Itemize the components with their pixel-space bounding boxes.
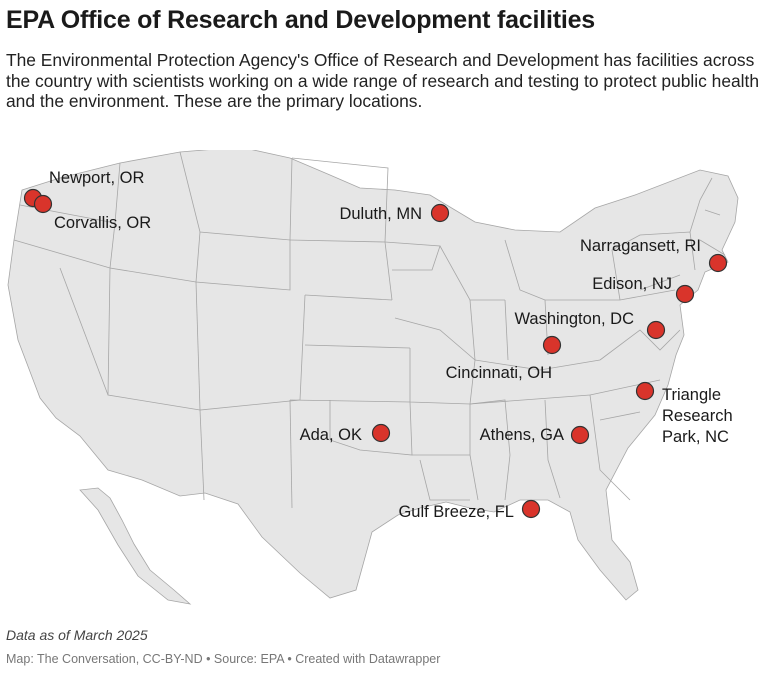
border-wyoming — [195, 231, 291, 291]
border-nevada — [59, 267, 109, 396]
source-byline: Map: The Conversation, CC-BY-ND • Source… — [6, 652, 441, 666]
us-map: Newport, OR Corvallis, OR Duluth, MN Nar… — [7, 150, 739, 605]
border-utah — [107, 267, 201, 411]
marker-athens[interactable] — [570, 425, 590, 445]
border-ok — [289, 399, 413, 456]
data-note: Data as of March 2025 — [6, 627, 148, 643]
marker-washington[interactable] — [646, 320, 666, 340]
border-wisconsin-michigan — [439, 239, 546, 301]
label-cincinnati: Cincinnati, OH — [446, 364, 552, 382]
map-land — [7, 150, 739, 605]
border-mississippi-river — [469, 399, 511, 501]
border-idaho — [109, 162, 197, 283]
label-edison: Edison, NJ — [592, 275, 672, 293]
border-new-york-pa — [611, 231, 696, 301]
marker-gulfbreeze[interactable] — [521, 499, 541, 519]
alaska — [79, 487, 192, 605]
border-nm-tx — [289, 399, 293, 509]
label-triangle-line3: Park, NC — [662, 428, 729, 446]
border-az-nm — [199, 409, 205, 501]
marker-edison[interactable] — [675, 284, 695, 304]
label-ada: Ada, OK — [300, 426, 362, 444]
marker-ada[interactable] — [371, 423, 391, 443]
border-montana — [179, 151, 293, 241]
location-labels: Newport, OR Corvallis, OR Duluth, MN Nar… — [49, 169, 733, 521]
border-colorado — [195, 281, 306, 411]
location-markers — [23, 188, 728, 519]
label-athens: Athens, GA — [480, 426, 564, 444]
label-triangle-line2: Research — [662, 407, 733, 425]
marker-duluth[interactable] — [430, 203, 450, 223]
label-narragansett: Narragansett, RI — [580, 237, 701, 255]
border-ky-tn — [469, 359, 601, 405]
label-newport: Newport, OR — [49, 169, 144, 187]
border-or-ca — [13, 239, 111, 269]
chart-title: EPA Office of Research and Development f… — [6, 6, 595, 34]
label-triangle-line1: Triangle — [662, 386, 721, 404]
border-dakotas — [289, 157, 393, 301]
border-nebraska-kansas — [304, 294, 411, 349]
border-carolinas — [589, 379, 661, 421]
marker-triangle[interactable] — [635, 381, 655, 401]
label-corvallis: Corvallis, OR — [54, 214, 151, 232]
label-gulfbreeze: Gulf Breeze, FL — [398, 503, 514, 521]
chart-description: The Environmental Protection Agency's Of… — [6, 50, 760, 111]
marker-corvallis[interactable] — [33, 194, 53, 214]
border-new-england — [689, 177, 726, 256]
border-missouri — [394, 317, 476, 405]
border-mn-ia — [384, 241, 441, 271]
state-borders — [13, 151, 726, 509]
us-mainland — [7, 150, 739, 601]
border-southeast — [544, 394, 631, 501]
label-duluth: Duluth, MN — [339, 205, 422, 223]
marker-narragansett[interactable] — [708, 253, 728, 273]
marker-cincinnati[interactable] — [542, 335, 562, 355]
label-washington: Washington, DC — [514, 310, 634, 328]
